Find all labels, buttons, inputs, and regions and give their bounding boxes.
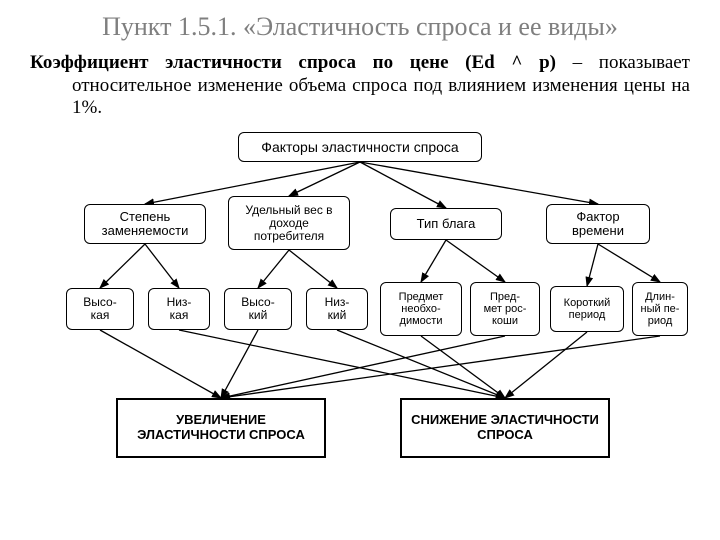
node-out2: СНИЖЕНИЕ ЭЛАСТИЧНОСТИ СПРОСА <box>400 398 610 458</box>
edge-l4-out2 <box>337 330 505 398</box>
edge-root-f2 <box>289 162 360 196</box>
node-f4: Фактор времени <box>546 204 650 244</box>
elasticity-factors-diagram: Факторы эластичности спроса Степень замен… <box>30 126 690 476</box>
slide-title: Пункт 1.5.1. «Эластичность спроса и ее в… <box>30 12 690 42</box>
edge-f3-l5 <box>421 240 446 282</box>
definition-paragraph: Коэффициент эластичности спроса по цене … <box>30 52 690 120</box>
node-l2: Низ- кая <box>148 288 210 330</box>
edge-l5-out2 <box>421 336 505 398</box>
edge-l2-out2 <box>179 330 505 398</box>
edge-l7-out2 <box>505 332 587 398</box>
node-out1: УВЕЛИЧЕНИЕ ЭЛАСТИЧНОСТИ СПРОСА <box>116 398 326 458</box>
edge-f4-l7 <box>587 244 598 286</box>
node-l5: Предмет необхо- димости <box>380 282 462 336</box>
node-l3: Высо- кий <box>224 288 292 330</box>
edge-l8-out1 <box>221 336 660 398</box>
definition-bold: Коэффициент эластичности спроса по цене … <box>30 52 556 73</box>
edge-f3-l6 <box>446 240 505 282</box>
edge-root-f4 <box>360 162 598 204</box>
edge-root-f3 <box>360 162 446 208</box>
node-f2: Удельный вес в доходе потребителя <box>228 196 350 250</box>
node-l4: Низ- кий <box>306 288 368 330</box>
node-l7: Короткий период <box>550 286 624 332</box>
node-l8: Длин- ный пе- риод <box>632 282 688 336</box>
edge-f4-l8 <box>598 244 660 282</box>
edge-l1-out1 <box>100 330 221 398</box>
slide: Пункт 1.5.1. «Эластичность спроса и ее в… <box>0 0 720 540</box>
node-l6: Пред- мет рос- коши <box>470 282 540 336</box>
node-f3: Тип блага <box>390 208 502 240</box>
node-root: Факторы эластичности спроса <box>238 132 482 162</box>
node-f1: Степень заменяемости <box>84 204 206 244</box>
edge-f2-l3 <box>258 250 289 288</box>
edge-l3-out1 <box>221 330 258 398</box>
edge-f2-l4 <box>289 250 337 288</box>
edge-l6-out1 <box>221 336 505 398</box>
edge-f1-l2 <box>145 244 179 288</box>
node-l1: Высо- кая <box>66 288 134 330</box>
edge-f1-l1 <box>100 244 145 288</box>
